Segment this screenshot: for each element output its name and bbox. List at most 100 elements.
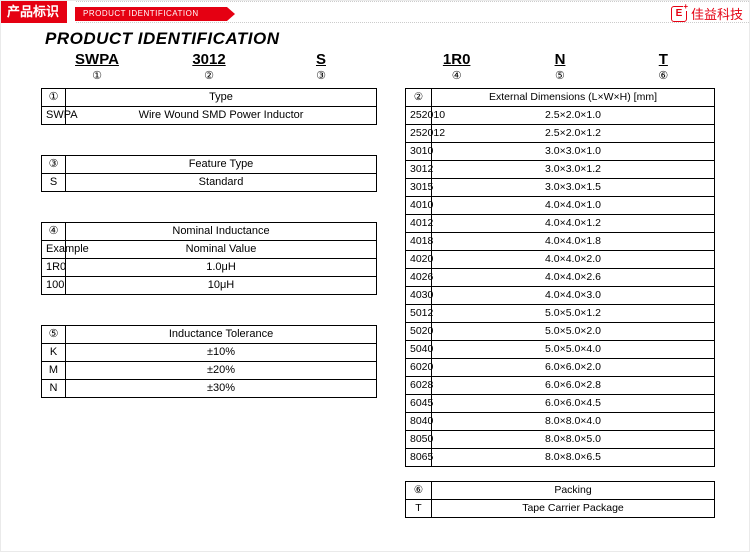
part-segment: S③ [265, 51, 377, 82]
table-key: 3015 [406, 179, 432, 197]
table-value: 2.5×2.0×1.2 [432, 125, 715, 143]
table-key: 4018 [406, 233, 432, 251]
sub-example: Example [42, 241, 66, 259]
table-value: ±20% [66, 362, 377, 380]
table-key: 6028 [406, 377, 432, 395]
table-key: 5020 [406, 323, 432, 341]
table-tolerance-title: Inductance Tolerance [66, 326, 377, 344]
table-value: ±10% [66, 344, 377, 362]
part-number-row: SWPA①3012②S③ 1R0④N⑤T⑥ [41, 51, 727, 82]
table-value: Wire Wound SMD Power Inductor [66, 107, 377, 125]
table-key: 4010 [406, 197, 432, 215]
table-key: 5012 [406, 305, 432, 323]
page-title: PRODUCT IDENTIFICATION [45, 29, 727, 49]
table-value: 4.0×4.0×1.8 [432, 233, 715, 251]
table-key: 4012 [406, 215, 432, 233]
table-value: 4.0×4.0×1.0 [432, 197, 715, 215]
table-key: 3012 [406, 161, 432, 179]
table-feature-title: Feature Type [66, 156, 377, 174]
brand-text: 佳益科技 [691, 4, 743, 23]
segment-marker: ② [204, 69, 214, 82]
table-value: 3.0×3.0×1.5 [432, 179, 715, 197]
table-key: S [42, 174, 66, 192]
section-tag: 产品标识 PRODUCT IDENTIFICATION [1, 1, 227, 23]
segment-marker: ⑤ [555, 69, 565, 82]
table-key: 1R0 [42, 259, 66, 277]
table-key: 252012 [406, 125, 432, 143]
table-key: T [406, 500, 432, 518]
table-value: Standard [66, 174, 377, 192]
table-key: 4030 [406, 287, 432, 305]
segment-code: T [612, 51, 715, 68]
table-value: 3.0×3.0×1.0 [432, 143, 715, 161]
top-bar: 产品标识 PRODUCT IDENTIFICATION E 佳益科技 [1, 1, 749, 23]
mark-1: ① [42, 89, 66, 107]
segment-code: 1R0 [405, 51, 508, 68]
table-tolerance: ⑤ Inductance Tolerance K±10%M±20%N±30% [41, 325, 377, 398]
table-dimensions: ② External Dimensions (L×W×H) [mm] 25201… [405, 88, 715, 467]
table-value: 10μH [66, 277, 377, 295]
segment-code: SWPA [41, 51, 153, 68]
table-key: SWPA [42, 107, 66, 125]
table-key: N [42, 380, 66, 398]
table-value: 6.0×6.0×4.5 [432, 395, 715, 413]
table-value: 8.0×8.0×5.0 [432, 431, 715, 449]
table-nominal-title: Nominal Inductance [66, 223, 377, 241]
table-type-title: Type [66, 89, 377, 107]
table-value: Tape Carrier Package [432, 500, 715, 518]
part-segment: 1R0④ [405, 51, 508, 82]
table-key: 8065 [406, 449, 432, 467]
segment-code: S [265, 51, 377, 68]
table-key: 100 [42, 277, 66, 295]
part-segment: T⑥ [612, 51, 715, 82]
mark-5: ⑤ [42, 326, 66, 344]
table-value: 6.0×6.0×2.8 [432, 377, 715, 395]
segment-code: 3012 [153, 51, 265, 68]
table-key: M [42, 362, 66, 380]
table-key: 252010 [406, 107, 432, 125]
table-value: 4.0×4.0×2.0 [432, 251, 715, 269]
table-packing: ⑥ Packing TTape Carrier Package [405, 481, 715, 518]
section-tag-cn: 产品标识 [1, 1, 67, 23]
table-key: 8050 [406, 431, 432, 449]
table-value: 4.0×4.0×1.2 [432, 215, 715, 233]
table-key: 4026 [406, 269, 432, 287]
table-value: 5.0×5.0×4.0 [432, 341, 715, 359]
part-segment: SWPA① [41, 51, 153, 82]
table-value: ±30% [66, 380, 377, 398]
segment-marker: ③ [316, 69, 326, 82]
brand-icon: E [671, 6, 687, 22]
part-segment: 3012② [153, 51, 265, 82]
table-value: 8.0×8.0×4.0 [432, 413, 715, 431]
table-nominal-inductance: ④ Nominal Inductance Example Nominal Val… [41, 222, 377, 295]
sub-nominal-value: Nominal Value [66, 241, 377, 259]
table-key: 3010 [406, 143, 432, 161]
table-key: 4020 [406, 251, 432, 269]
segment-marker: ① [92, 69, 102, 82]
section-tag-en: PRODUCT IDENTIFICATION [75, 7, 227, 21]
table-value: 8.0×8.0×6.5 [432, 449, 715, 467]
table-key: 6045 [406, 395, 432, 413]
table-feature-type: ③ Feature Type SStandard [41, 155, 377, 192]
segment-marker: ⑥ [658, 69, 668, 82]
mark-3: ③ [42, 156, 66, 174]
table-dimensions-title: External Dimensions (L×W×H) [mm] [432, 89, 715, 107]
table-value: 5.0×5.0×2.0 [432, 323, 715, 341]
table-value: 2.5×2.0×1.0 [432, 107, 715, 125]
brand: E 佳益科技 [671, 4, 743, 23]
table-value: 1.0μH [66, 259, 377, 277]
segment-code: N [508, 51, 611, 68]
table-key: K [42, 344, 66, 362]
table-type: ① Type SWPAWire Wound SMD Power Inductor [41, 88, 377, 125]
segment-marker: ④ [452, 69, 462, 82]
table-value: 6.0×6.0×2.0 [432, 359, 715, 377]
mark-2: ② [406, 89, 432, 107]
mark-6: ⑥ [406, 482, 432, 500]
mark-4: ④ [42, 223, 66, 241]
table-value: 3.0×3.0×1.2 [432, 161, 715, 179]
table-key: 8040 [406, 413, 432, 431]
table-packing-title: Packing [432, 482, 715, 500]
table-key: 5040 [406, 341, 432, 359]
table-value: 4.0×4.0×2.6 [432, 269, 715, 287]
part-segment: N⑤ [508, 51, 611, 82]
